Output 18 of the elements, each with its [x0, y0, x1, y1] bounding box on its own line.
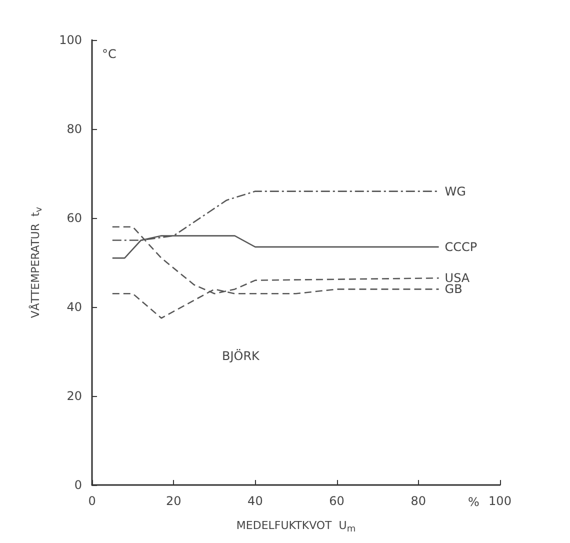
annotation: BJÖRK — [222, 349, 261, 363]
x-tick-label: 80 — [410, 494, 426, 508]
annotation: °C — [102, 47, 116, 61]
series-label: CCCP — [444, 240, 478, 254]
series-label: WG — [444, 184, 466, 198]
y-tick-label: 40 — [66, 300, 82, 314]
x-tick-label: 0 — [88, 494, 96, 508]
y-axis-title: VÅTTEMPERATUR tv — [28, 206, 44, 318]
x-tick-label: 100 — [488, 494, 512, 508]
x-tick-label: 20 — [166, 494, 182, 508]
y-tick-label: 100 — [59, 33, 82, 47]
text: % — [468, 495, 480, 509]
y-tick-label: 20 — [66, 389, 82, 403]
y-tick-label: 0 — [74, 478, 82, 492]
y-tick-label: 60 — [66, 211, 82, 225]
y-tick-label: 80 — [66, 122, 82, 136]
x-tick-label: 60 — [329, 494, 344, 508]
x-tick-label: 40 — [248, 494, 263, 508]
